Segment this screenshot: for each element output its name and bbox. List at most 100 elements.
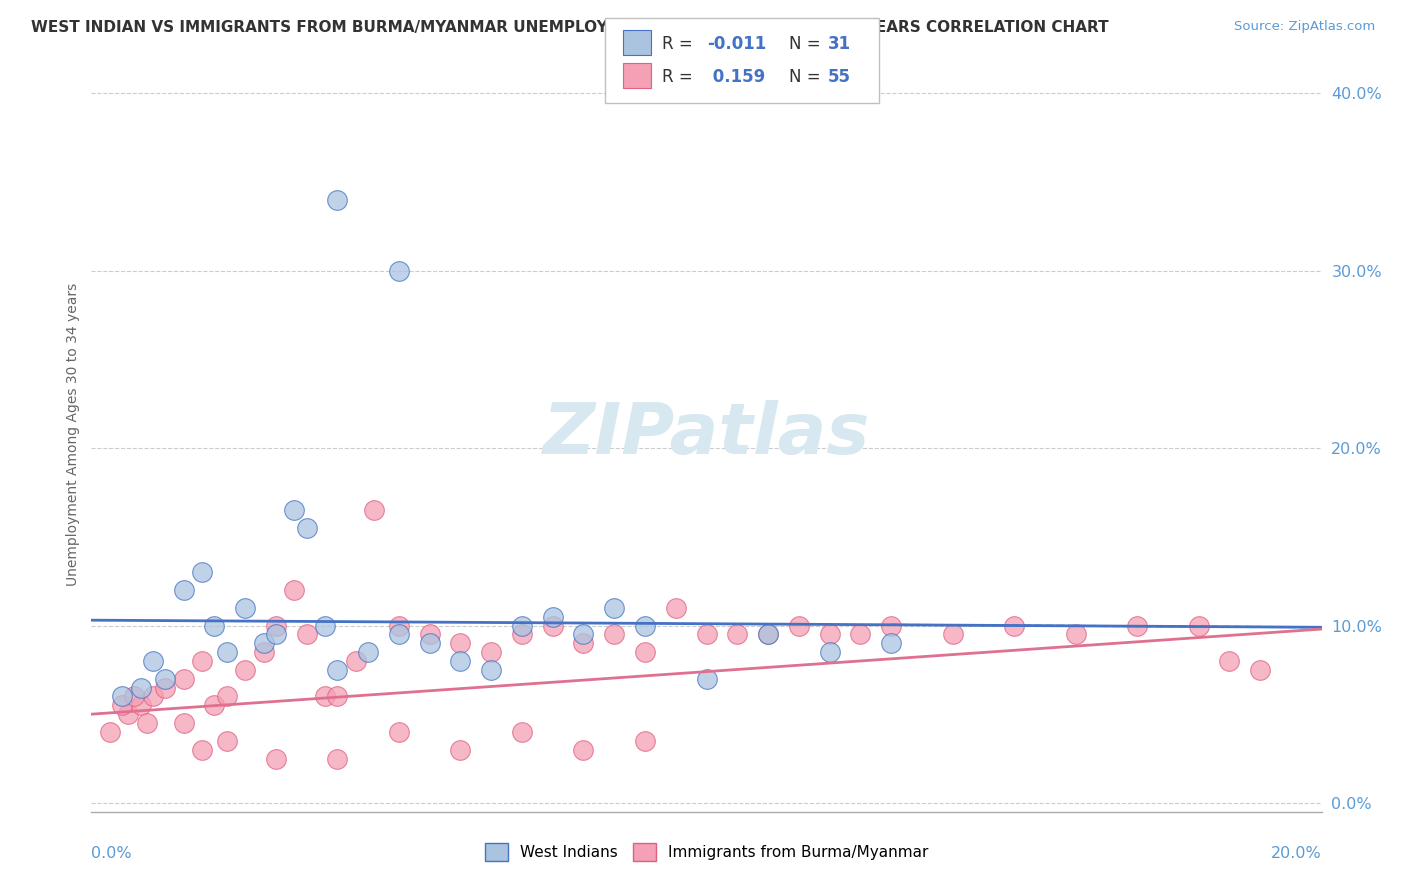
Point: [725, 627, 748, 641]
Point: [849, 627, 872, 641]
Point: [191, 654, 214, 668]
Point: [572, 627, 595, 641]
Point: [942, 627, 965, 641]
Point: [215, 690, 238, 704]
Point: [1187, 618, 1209, 632]
Point: [283, 582, 305, 597]
Point: [479, 645, 502, 659]
Point: [295, 521, 318, 535]
Point: [696, 627, 718, 641]
Point: [419, 636, 441, 650]
Point: [191, 566, 214, 580]
Point: [326, 690, 349, 704]
Point: [357, 645, 380, 659]
Point: [135, 716, 157, 731]
Point: [449, 636, 471, 650]
Point: [756, 627, 779, 641]
Point: [111, 698, 134, 713]
Point: [787, 618, 810, 632]
Text: 31: 31: [828, 35, 851, 53]
Point: [173, 672, 195, 686]
Point: [603, 627, 626, 641]
Point: [880, 618, 903, 632]
Point: [191, 742, 214, 756]
Point: [541, 609, 564, 624]
Text: WEST INDIAN VS IMMIGRANTS FROM BURMA/MYANMAR UNEMPLOYMENT AMONG AGES 30 TO 34 YE: WEST INDIAN VS IMMIGRANTS FROM BURMA/MYA…: [31, 20, 1108, 35]
Point: [449, 654, 471, 668]
Point: [696, 672, 718, 686]
Point: [117, 707, 139, 722]
Point: [153, 681, 177, 695]
Point: [388, 725, 411, 739]
Point: [233, 663, 256, 677]
Point: [665, 600, 688, 615]
Text: -0.011: -0.011: [707, 35, 766, 53]
Point: [510, 618, 533, 632]
Text: R =: R =: [662, 68, 699, 86]
Point: [1064, 627, 1087, 641]
Point: [510, 627, 533, 641]
Point: [111, 690, 134, 704]
Point: [142, 654, 165, 668]
Point: [233, 600, 256, 615]
Point: [419, 627, 441, 641]
Point: [344, 654, 367, 668]
Point: [449, 742, 471, 756]
Point: [572, 742, 595, 756]
Point: [142, 690, 165, 704]
Point: [264, 627, 287, 641]
Point: [1249, 663, 1271, 677]
Point: [326, 663, 349, 677]
Point: [202, 618, 225, 632]
Point: [98, 725, 121, 739]
Point: [264, 618, 287, 632]
Point: [129, 681, 152, 695]
Point: [756, 627, 779, 641]
Point: [264, 751, 287, 765]
Point: [215, 733, 238, 747]
Point: [253, 645, 276, 659]
Text: ZIPatlas: ZIPatlas: [543, 401, 870, 469]
Point: [388, 618, 411, 632]
Point: [572, 636, 595, 650]
Point: [326, 751, 349, 765]
Text: N =: N =: [789, 35, 825, 53]
Point: [124, 690, 146, 704]
Text: 55: 55: [828, 68, 851, 86]
Point: [202, 698, 225, 713]
Point: [1002, 618, 1025, 632]
Point: [880, 636, 903, 650]
Point: [634, 645, 657, 659]
Text: 0.159: 0.159: [707, 68, 765, 86]
Point: [541, 618, 564, 632]
Text: Source: ZipAtlas.com: Source: ZipAtlas.com: [1234, 20, 1375, 33]
Point: [173, 716, 195, 731]
Point: [253, 636, 276, 650]
Point: [314, 618, 336, 632]
Text: 20.0%: 20.0%: [1271, 846, 1322, 861]
Point: [479, 663, 502, 677]
Point: [634, 618, 657, 632]
Point: [283, 503, 305, 517]
Point: [314, 690, 336, 704]
Point: [129, 698, 152, 713]
Point: [510, 725, 533, 739]
Point: [215, 645, 238, 659]
Text: N =: N =: [789, 68, 825, 86]
Point: [818, 645, 841, 659]
Y-axis label: Unemployment Among Ages 30 to 34 years: Unemployment Among Ages 30 to 34 years: [66, 284, 80, 586]
Point: [363, 503, 385, 517]
Legend: West Indians, Immigrants from Burma/Myanmar: West Indians, Immigrants from Burma/Myan…: [485, 843, 928, 861]
Point: [634, 733, 657, 747]
Point: [388, 627, 411, 641]
Text: 0.0%: 0.0%: [91, 846, 132, 861]
Point: [388, 264, 411, 278]
Point: [1126, 618, 1149, 632]
Point: [603, 600, 626, 615]
Point: [1218, 654, 1240, 668]
Text: R =: R =: [662, 35, 699, 53]
Point: [295, 627, 318, 641]
Point: [173, 582, 195, 597]
Point: [818, 627, 841, 641]
Point: [153, 672, 177, 686]
